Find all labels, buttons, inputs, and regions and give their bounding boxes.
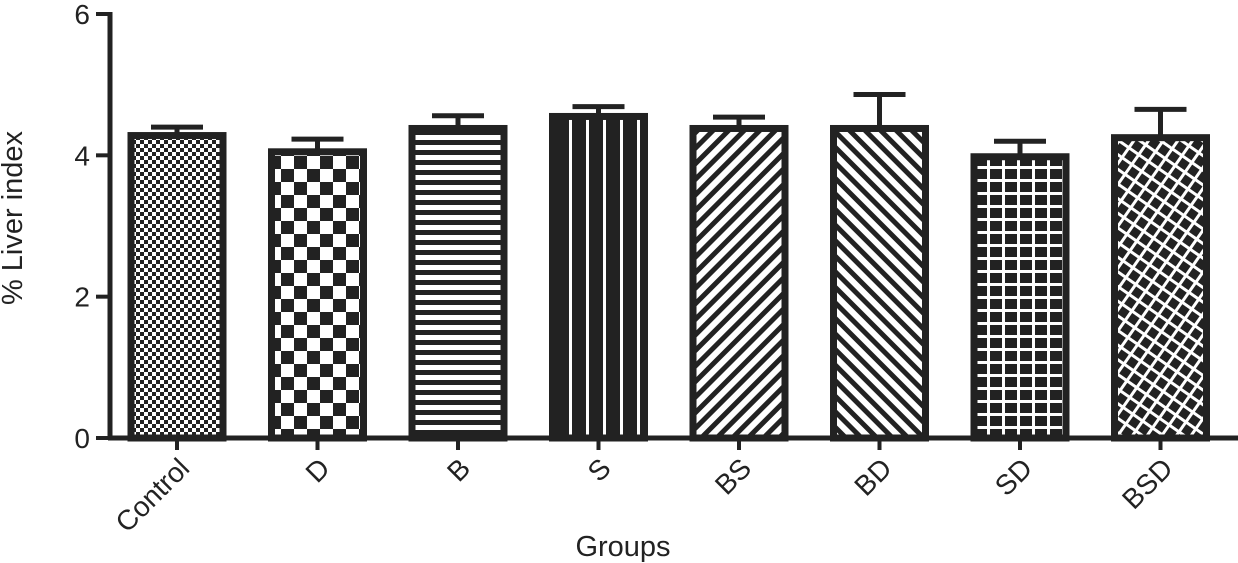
category-labels-layer: Control D B S BS BD SD BSD [109,438,1179,538]
category-label-bsd: BSD [1116,452,1179,515]
error-bar-sd [994,138,1046,157]
axes-layer [107,12,1238,441]
y-tick-label: 6 [74,0,90,30]
error-bar-d [291,136,344,152]
y-tick-label: 4 [74,140,90,171]
category-label-bd: BD [848,452,897,501]
bar-bs [689,124,789,442]
bar-s [549,112,648,442]
category-label-bs: BS [709,452,757,500]
bar-bd [830,124,929,442]
y-ticks-layer: 0 2 4 6 [74,0,110,454]
y-axis-title: % Liver index [0,130,29,305]
category-label-control: Control [109,452,195,538]
error-bar-s [572,104,625,117]
y-tick-label: 2 [74,282,90,313]
error-bar-bsd [1134,106,1187,138]
bar-b [408,124,508,442]
category-label-sd: SD [989,452,1038,501]
category-label-d: D [300,452,336,488]
error-bars-layer [151,92,1187,157]
error-bar-bs [713,114,765,129]
bar-sd [970,153,1070,442]
bar-bsd [1111,134,1210,442]
x-axis-title: Groups [575,531,670,563]
bar-control [127,132,227,442]
bars-layer [127,112,1210,442]
y-tick-label: 0 [74,423,90,454]
category-label-s: S [582,452,617,487]
error-bar-b [432,113,484,129]
bar-d [268,148,367,442]
category-label-b: B [441,452,476,487]
error-bar-bd [853,92,906,129]
error-bar-control [151,124,203,136]
